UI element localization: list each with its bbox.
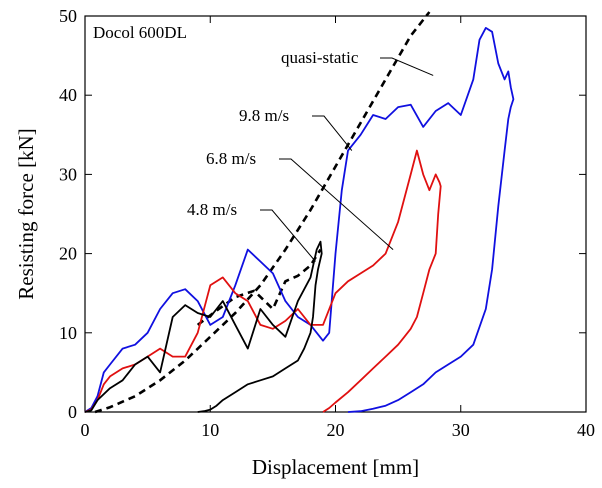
annotation-leader <box>312 115 353 151</box>
x-tick-label: 10 <box>201 420 219 440</box>
series-4-8-m-s <box>84 240 323 413</box>
y-tick-label: 40 <box>59 85 77 105</box>
annotation-leader <box>260 209 316 262</box>
plot-frame <box>84 15 587 413</box>
series-layer <box>84 11 515 414</box>
annotation-layer: quasi-static 9.8 m/s 6.8 m/s 4.8 m/s <box>187 48 434 262</box>
x-tick-label: 40 <box>577 420 595 440</box>
y-tick-label: 30 <box>59 164 77 184</box>
series-9-8-m-s <box>84 27 515 413</box>
y-tick-label: 10 <box>59 323 77 343</box>
annotation-leader <box>380 57 434 76</box>
y-tick-label: 0 <box>68 402 77 422</box>
series-6-8-m-s <box>84 149 442 413</box>
annotation-label: quasi-static <box>281 48 359 67</box>
series-quasi-static-secondary-loop <box>196 248 322 326</box>
annotation-label: 6.8 m/s <box>206 149 256 168</box>
annotation-leader <box>279 158 394 250</box>
x-tick-label: 30 <box>452 420 470 440</box>
annotation-label: 4.8 m/s <box>187 200 237 219</box>
annotation-label: 9.8 m/s <box>239 106 289 125</box>
y-tick-label: 20 <box>59 244 77 264</box>
y-tick-label: 50 <box>59 6 77 26</box>
x-axis-label: Displacement [mm] <box>252 455 419 479</box>
y-axis-label: Resisting force [kN] <box>14 128 38 299</box>
x-tick-label: 20 <box>327 420 345 440</box>
axis-ticks: 0 10 20 30 40 0 10 20 30 40 50 <box>59 6 595 440</box>
series-quasi-static <box>94 11 431 414</box>
chart-title: Docol 600DL <box>93 23 187 42</box>
x-tick-label: 0 <box>81 420 90 440</box>
